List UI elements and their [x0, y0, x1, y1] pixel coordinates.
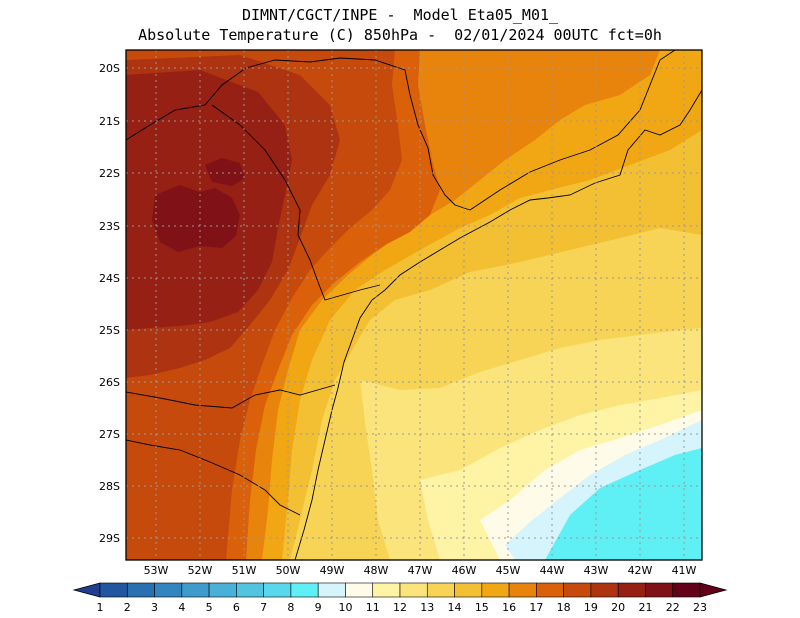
colorbar-arrow-high — [699, 582, 728, 598]
colorbar-label: 11 — [366, 601, 380, 614]
colorbar-swatch — [263, 582, 292, 598]
colorbar-swatch — [317, 582, 346, 598]
colorbar-label: 9 — [315, 601, 322, 614]
graticule — [126, 50, 702, 560]
lat-label: 23S — [99, 220, 120, 233]
colorbar-label: 19 — [584, 601, 598, 614]
colorbar-label: 15 — [475, 601, 489, 614]
state-border-sp-mg — [245, 57, 471, 211]
lon-label: 52W — [188, 564, 213, 577]
lat-label: 27S — [99, 428, 120, 441]
map-title-line2: Absolute Temperature (C) 850hPa - 02/01/… — [138, 26, 662, 44]
colorbar-swatch — [672, 582, 701, 598]
state-border-pr-sc — [126, 384, 336, 409]
lat-label: 26S — [99, 376, 120, 389]
colorbar-swatch — [126, 582, 155, 598]
colorbar-label: 21 — [638, 601, 652, 614]
map-title-line1: DIMNT/CGCT/INPE - Model Eta05_M01_ — [241, 6, 559, 24]
colorbar-label: 17 — [529, 601, 543, 614]
latitude-axis: 20S 21S 22S 23S 24S 25S 26S 27S 28S 29S — [99, 62, 120, 545]
map-frame — [125, 49, 703, 561]
colorbar-swatch — [372, 582, 401, 598]
colorbar-swatch — [508, 582, 537, 598]
state-border-sc-rs — [126, 439, 301, 516]
colorbar-swatch — [536, 582, 564, 598]
colorbar-label: 4 — [178, 601, 185, 614]
colorbar-label: 22 — [666, 601, 680, 614]
lat-label: 22S — [99, 167, 120, 180]
coastline — [294, 89, 702, 560]
longitude-axis: 53W 52W 51W 50W 49W 48W 47W 46W 45W 44W … — [144, 564, 697, 577]
lon-label: 44W — [540, 564, 565, 577]
colorbar-swatch — [154, 582, 183, 598]
lon-label: 42W — [628, 564, 653, 577]
colorbar-label: 10 — [338, 601, 352, 614]
lon-label: 49W — [320, 564, 345, 577]
colorbar-swatch — [399, 582, 428, 598]
colorbar-label: 23 — [693, 601, 707, 614]
lat-label: 21S — [99, 115, 120, 128]
colorbar-label: 20 — [611, 601, 625, 614]
colorbar-arrow-low — [72, 582, 101, 598]
temperature-field — [126, 50, 702, 560]
lon-label: 46W — [452, 564, 477, 577]
colorbar-label: 13 — [420, 601, 434, 614]
field-temp-22-plus — [152, 158, 245, 252]
lon-label: 51W — [232, 564, 257, 577]
state-border-mg-rj — [469, 50, 676, 211]
lon-label: 41W — [672, 564, 697, 577]
colorbar-swatch — [99, 582, 128, 598]
state-border-pr-sp — [204, 67, 381, 301]
colorbar-swatch — [481, 582, 510, 598]
colorbar-label: 6 — [233, 601, 240, 614]
colorbar-label: 8 — [287, 601, 294, 614]
colorbar-label: 16 — [502, 601, 516, 614]
field-temp-9 — [545, 448, 702, 560]
colorbar-swatch — [563, 582, 592, 598]
lon-label: 48W — [364, 564, 389, 577]
lat-label: 24S — [99, 272, 120, 285]
colorbar-label: 2 — [124, 601, 131, 614]
colorbar-label: 5 — [206, 601, 213, 614]
colorbar-swatch — [617, 582, 646, 598]
colorbar-swatch — [645, 582, 674, 598]
colorbar-label: 3 — [151, 601, 158, 614]
colorbar-swatch — [345, 582, 374, 598]
lat-label: 28S — [99, 480, 120, 493]
lat-label: 20S — [99, 62, 120, 75]
lon-label: 50W — [276, 564, 301, 577]
colorbar-swatch — [590, 582, 619, 598]
colorbar-label: 1 — [97, 601, 104, 614]
colorbar-swatch — [181, 582, 210, 598]
colorbar-swatch — [454, 582, 483, 598]
colorbar-swatch — [290, 582, 319, 598]
colorbar-swatch — [208, 582, 237, 598]
lon-label: 53W — [144, 564, 169, 577]
lon-label: 47W — [408, 564, 433, 577]
colorbar-label: 12 — [393, 601, 407, 614]
colorbar-swatch — [426, 582, 455, 598]
lon-label: 45W — [496, 564, 521, 577]
lat-label: 29S — [99, 532, 120, 545]
colorbar-label: 14 — [448, 601, 462, 614]
state-border-ms-pr — [126, 104, 206, 141]
colorbar: 1 2 3 4 5 6 7 8 9 10 11 12 13 14 15 16 17 18 19 20 21 22 23 — [72, 582, 728, 614]
lat-label: 25S — [99, 324, 120, 337]
lon-label: 43W — [584, 564, 609, 577]
colorbar-swatch — [236, 582, 264, 598]
colorbar-label: 18 — [557, 601, 571, 614]
colorbar-label: 7 — [260, 601, 267, 614]
coastline-borders — [126, 50, 702, 560]
